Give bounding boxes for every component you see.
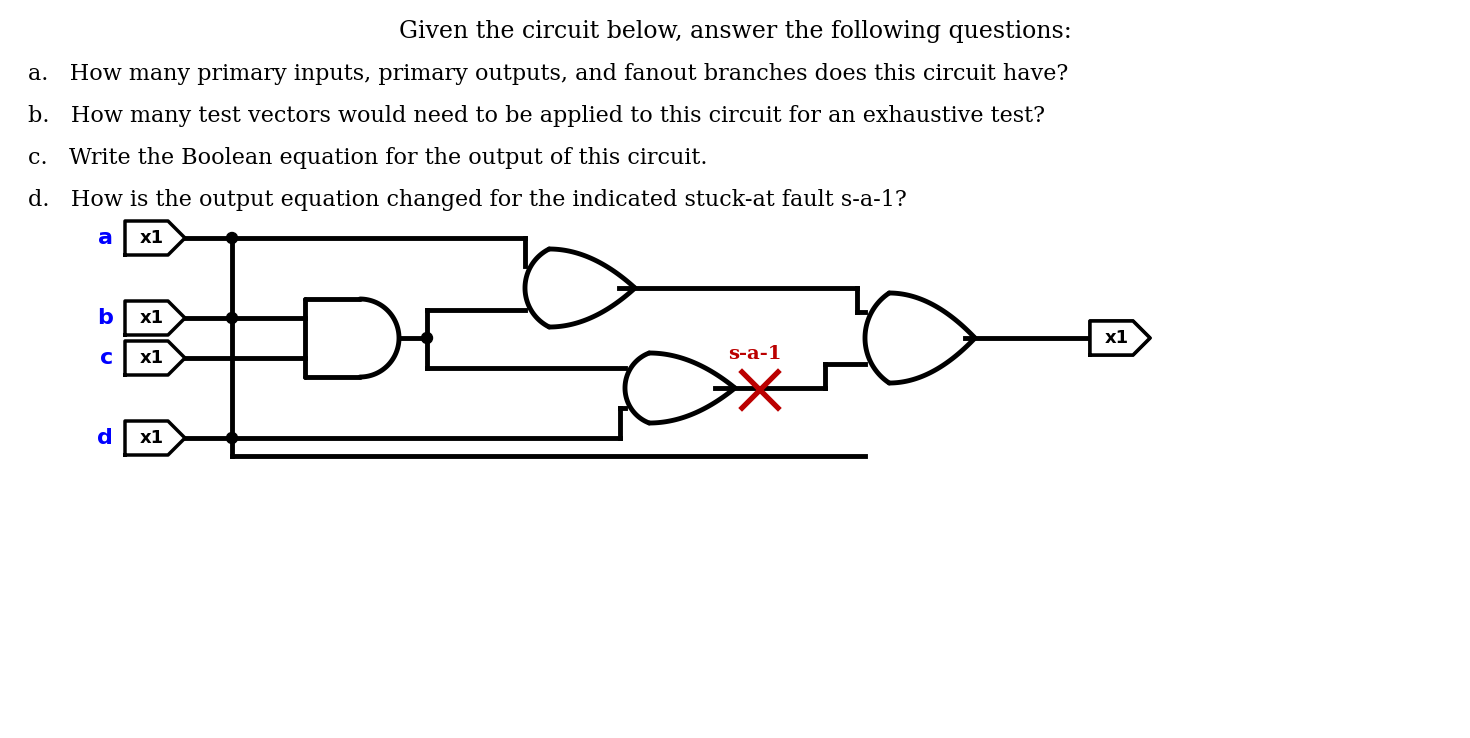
Circle shape: [226, 312, 238, 323]
Text: b.   How many test vectors would need to be applied to this circuit for an exhau: b. How many test vectors would need to b…: [28, 105, 1045, 127]
Text: x1: x1: [140, 349, 163, 367]
Polygon shape: [1089, 321, 1150, 355]
Text: s-a-1: s-a-1: [728, 345, 782, 363]
Text: d.   How is the output equation changed for the indicated stuck-at fault s-a-1?: d. How is the output equation changed fo…: [28, 189, 907, 211]
Circle shape: [226, 232, 238, 244]
Text: x1: x1: [1104, 329, 1129, 347]
Text: b: b: [97, 308, 113, 328]
Text: x1: x1: [140, 309, 163, 327]
Text: c.   Write the Boolean equation for the output of this circuit.: c. Write the Boolean equation for the ou…: [28, 147, 707, 169]
Text: a: a: [98, 228, 113, 248]
Circle shape: [422, 333, 432, 343]
Text: x1: x1: [140, 429, 163, 447]
Circle shape: [226, 432, 238, 444]
Text: x1: x1: [140, 229, 163, 247]
Text: a.   How many primary inputs, primary outputs, and fanout branches does this cir: a. How many primary inputs, primary outp…: [28, 63, 1069, 85]
Text: d: d: [97, 428, 113, 448]
Text: Given the circuit below, answer the following questions:: Given the circuit below, answer the foll…: [398, 20, 1072, 43]
Text: c: c: [100, 348, 113, 368]
